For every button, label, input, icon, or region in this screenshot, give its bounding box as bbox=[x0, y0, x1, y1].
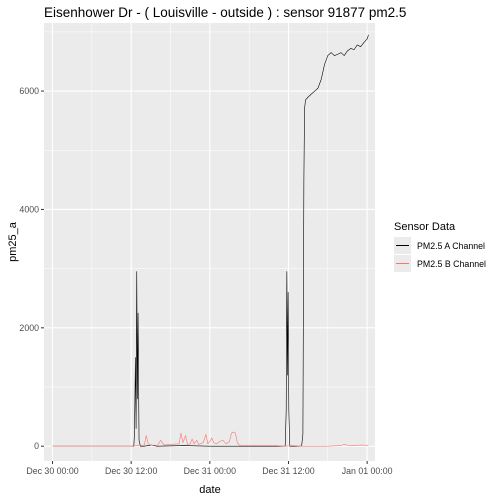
y-tick-label: 6000 bbox=[19, 86, 39, 96]
x-axis: Dec 30 00:00 Dec 30 12:00 Dec 31 00:00 Dec … bbox=[26, 461, 393, 476]
x-tick-label: Dec 31 00:00 bbox=[184, 466, 236, 476]
x-tick-label: Dec 30 12:00 bbox=[105, 466, 157, 476]
chart-title: Eisenhower Dr - ( Louisville - outside )… bbox=[44, 5, 406, 20]
x-tick-label: Dec 31 12:00 bbox=[262, 466, 314, 476]
y-axis-title: pm25_a bbox=[7, 221, 19, 262]
x-axis-title: date bbox=[199, 484, 220, 496]
x-tick-label: Dec 30 00:00 bbox=[26, 466, 78, 476]
y-tick-label: 4000 bbox=[19, 204, 39, 214]
x-tick-label: Jan 01 00:00 bbox=[342, 466, 393, 476]
series-layer bbox=[52, 34, 369, 447]
y-tick-label: 2000 bbox=[19, 323, 39, 333]
y-tick-label: 0 bbox=[34, 441, 39, 451]
legend-title: Sensor Data bbox=[394, 221, 456, 233]
legend-label-a: PM2.5 A Channel bbox=[417, 241, 485, 251]
series-line-b bbox=[52, 431, 369, 447]
y-axis: 0 2000 4000 6000 bbox=[19, 86, 44, 451]
legend: Sensor Data PM2.5 A Channel PM2.5 B Chan… bbox=[394, 221, 486, 272]
legend-label-b: PM2.5 B Channel bbox=[417, 259, 486, 269]
